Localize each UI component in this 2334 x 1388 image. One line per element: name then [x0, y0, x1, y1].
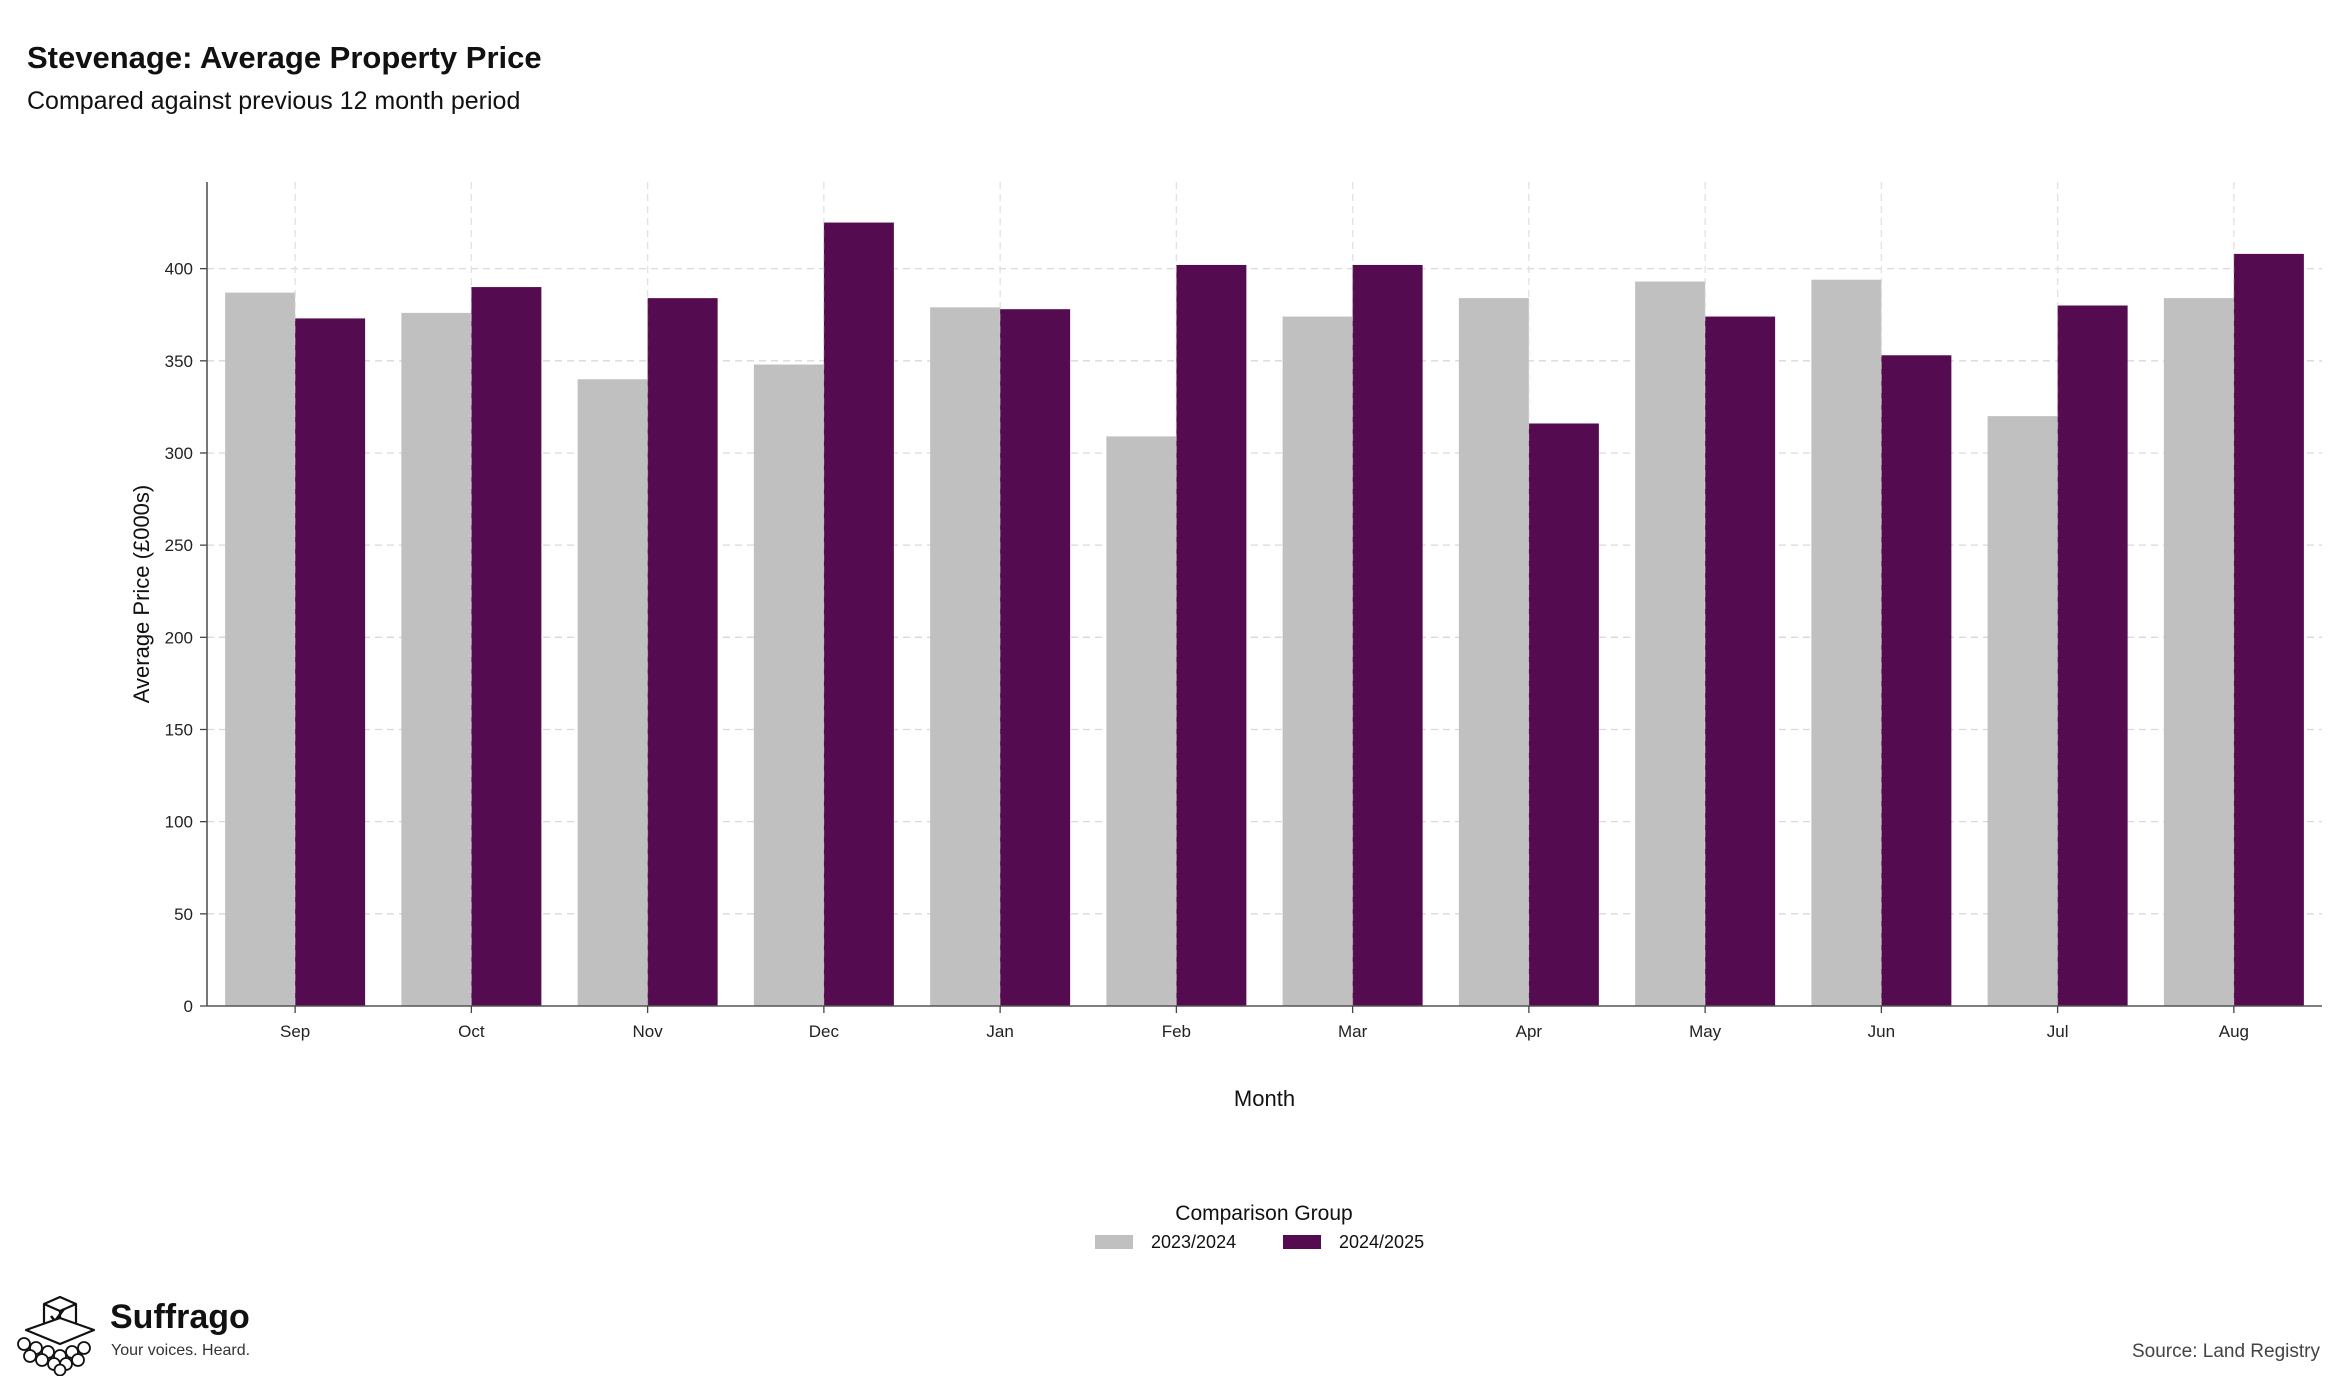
- bar-2023-2024-dec: [753, 364, 824, 1006]
- bar-2024-2025-nov: [647, 298, 718, 1006]
- bar-2023-2024-aug: [2163, 298, 2234, 1006]
- source-note: Source: Land Registry: [2132, 1341, 2320, 1362]
- brand-tagline: Your voices. Heard.: [111, 1342, 251, 1359]
- x-tick-label-jan: Jan: [986, 1022, 1013, 1041]
- legend-label-2024-2025: 2024/2025: [1339, 1232, 1424, 1252]
- x-tick-label-dec: Dec: [809, 1022, 840, 1041]
- y-tick-label: 200: [165, 628, 193, 647]
- legend-swatch-2024-2025: [1283, 1235, 1321, 1249]
- chart-title: Stevenage: Average Property Price: [27, 40, 542, 75]
- legend-title: Comparison Group: [1175, 1202, 1352, 1225]
- x-tick-label-apr: Apr: [1516, 1022, 1543, 1041]
- bar-2023-2024-nov: [577, 379, 648, 1006]
- brand-logo-block: Suffrago Your voices. Heard.: [14, 1296, 274, 1376]
- bar-2024-2025-sep: [295, 318, 366, 1006]
- y-tick-label: 0: [184, 997, 193, 1016]
- bar-2024-2025-aug: [2233, 253, 2304, 1006]
- bar-2024-2025-jul: [2057, 305, 2128, 1007]
- bar-2024-2025-feb: [1176, 264, 1247, 1007]
- y-tick-label: 150: [165, 720, 193, 739]
- bar-2023-2024-jul: [1987, 416, 2058, 1007]
- x-tick-label-mar: Mar: [1338, 1022, 1368, 1041]
- legend-swatch-2023-2024: [1095, 1235, 1133, 1249]
- bar-2023-2024-jun: [1811, 279, 1882, 1007]
- bar-2023-2024-may: [1635, 281, 1706, 1007]
- legend: Comparison Group 2023/2024 2024/2025: [1095, 1202, 1424, 1252]
- bar-2024-2025-mar: [1352, 264, 1423, 1007]
- x-tick-label-sep: Sep: [280, 1022, 310, 1041]
- bar-2023-2024-feb: [1106, 436, 1177, 1006]
- bars: [225, 222, 2304, 1007]
- y-axis-label: Average Price (£000s): [129, 485, 154, 704]
- y-tick-label: 100: [165, 813, 193, 832]
- bar-2024-2025-oct: [471, 287, 542, 1006]
- y-tick-label: 50: [174, 905, 193, 924]
- legend-label-2023-2024: 2023/2024: [1151, 1232, 1236, 1252]
- bar-2024-2025-apr: [1528, 423, 1599, 1006]
- y-tick-label: 300: [165, 444, 193, 463]
- x-tick-label-may: May: [1689, 1022, 1722, 1041]
- x-tick-label-aug: Aug: [2219, 1022, 2249, 1041]
- bar-2023-2024-jan: [930, 307, 1001, 1007]
- bar-2023-2024-apr: [1458, 298, 1529, 1006]
- ballot-box-icon: [17, 1296, 96, 1376]
- y-tick-label: 350: [165, 352, 193, 371]
- tick-labels: 0 50 100 150 200 250 300 350 400 Sep Oct Nov Dec Jan F…: [165, 260, 2249, 1041]
- x-tick-label-oct: Oct: [458, 1022, 485, 1041]
- y-tick-label: 250: [165, 536, 193, 555]
- y-tick-label: 400: [165, 260, 193, 279]
- x-axis-label: Month: [1234, 1086, 1295, 1111]
- bar-2024-2025-may: [1705, 316, 1776, 1006]
- x-tick-label-jun: Jun: [1868, 1022, 1895, 1041]
- x-tick-label-nov: Nov: [633, 1022, 664, 1041]
- axes: [200, 182, 2322, 1013]
- bar-2024-2025-dec: [823, 222, 894, 1006]
- chart-subtitle: Compared against previous 12 month perio…: [27, 87, 521, 115]
- brand-name: Suffrago: [110, 1298, 250, 1336]
- bar-2024-2025-jan: [1000, 309, 1071, 1006]
- bar-2024-2025-jun: [1881, 355, 1952, 1006]
- bar-2023-2024-oct: [401, 312, 472, 1006]
- bar-2023-2024-mar: [1282, 316, 1353, 1006]
- bar-2023-2024-sep: [225, 292, 296, 1007]
- x-tick-label-jul: Jul: [2047, 1022, 2069, 1041]
- x-tick-label-feb: Feb: [1162, 1022, 1191, 1041]
